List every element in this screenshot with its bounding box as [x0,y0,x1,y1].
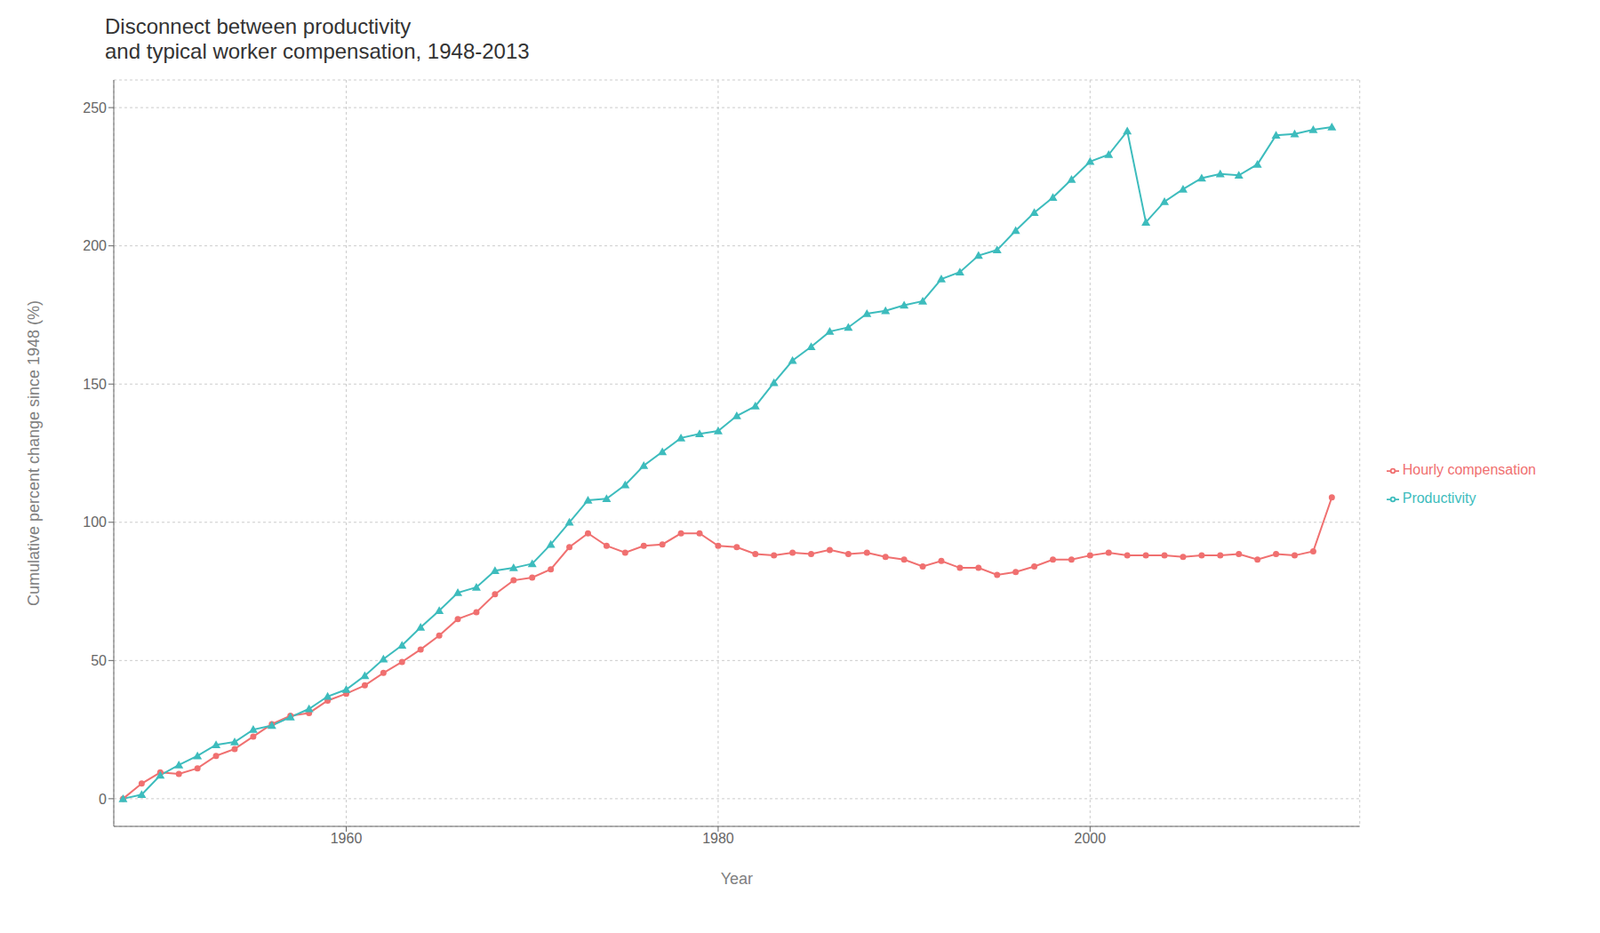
svg-text:150: 150 [82,376,107,392]
svg-text:250: 250 [82,100,107,116]
svg-text:1960: 1960 [330,831,363,847]
html-text:Disconnect between productivit: Disconnect between productivity [104,14,411,39]
svg-text:0: 0 [98,792,107,808]
svg-text:Cumulative percent change sinc: Cumulative percent change since 1948 (%) [24,300,43,607]
svg-text:200: 200 [82,238,107,254]
svg-text:2000: 2000 [1074,831,1107,847]
svg-text:Year: Year [720,870,753,888]
html-text:Productivity: Productivity [1402,490,1476,506]
html-text:and typical worker compensatio: and typical worker compensation, 1948-20… [104,39,530,64]
svg-text:50: 50 [90,653,107,669]
svg-text:1980: 1980 [702,831,735,847]
svg-text:100: 100 [82,514,107,530]
html-text:Hourly compensation: Hourly compensation [1402,462,1536,478]
